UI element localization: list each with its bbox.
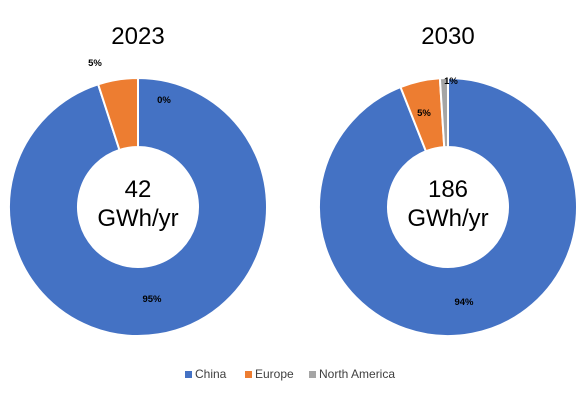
slice-china-2030	[318, 76, 578, 337]
legend-item-europe: Europe	[245, 367, 294, 381]
donut-slices-2023	[8, 76, 268, 337]
chart-title-2023: 2023	[111, 23, 164, 50]
legend-label-north-america: North America	[319, 367, 395, 381]
donut-chart-2030: 2030 186 GWh/yr 94% 5% 1%	[318, 23, 578, 337]
data-label-china-2030: 94%	[454, 297, 474, 308]
data-label-china-2023: 95%	[142, 294, 162, 305]
data-label-europe-2023: 5%	[88, 58, 102, 69]
data-label-europe-2030: 5%	[417, 108, 431, 119]
center-value-2023: 42	[125, 176, 152, 203]
legend-label-china: China	[195, 367, 227, 381]
donut-slices-2030	[318, 76, 578, 337]
legend-item-china: China	[185, 367, 227, 381]
center-unit-2030: GWh/yr	[407, 205, 488, 232]
center-value-2030: 186	[428, 176, 468, 203]
slice-china-2023	[8, 76, 268, 337]
legend-swatch-north-america	[309, 371, 316, 378]
center-unit-2023: GWh/yr	[97, 205, 178, 232]
legend-label-europe: Europe	[255, 367, 294, 381]
donut-chart-2023: 2023 42 GWh/yr 95% 5% 0%	[8, 23, 268, 337]
chart-title-2030: 2030	[421, 23, 474, 50]
data-label-north-america-2030: 1%	[444, 76, 458, 87]
legend-swatch-china	[185, 371, 192, 378]
legend-item-north-america: North America	[309, 367, 395, 381]
data-label-north-america-2023: 0%	[157, 95, 171, 106]
legend-swatch-europe	[245, 371, 252, 378]
slice-north-america-2030	[438, 76, 449, 149]
legend: China Europe North America	[185, 367, 395, 381]
